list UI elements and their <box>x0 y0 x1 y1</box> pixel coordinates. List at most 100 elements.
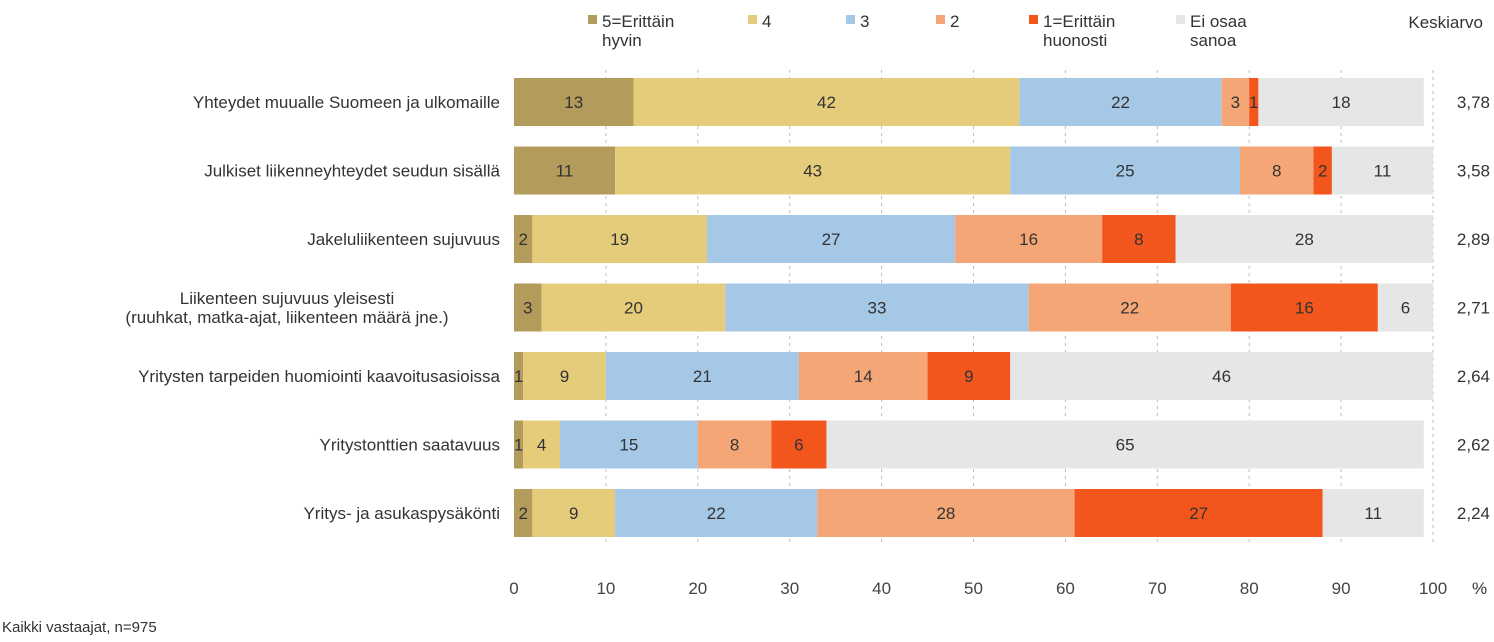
bar-segment <box>1258 78 1424 126</box>
bar-segment <box>725 283 1029 332</box>
category-label: Yritystonttien saatavuus <box>320 436 500 455</box>
data-label: 21 <box>693 367 712 386</box>
data-label: 2 <box>518 230 527 249</box>
data-label: 16 <box>1295 299 1314 318</box>
legend-swatch <box>588 15 597 24</box>
data-label: 27 <box>1189 504 1208 523</box>
bar-segment <box>1322 489 1424 537</box>
data-label: 11 <box>556 162 574 181</box>
data-label: 22 <box>1111 93 1130 112</box>
bar-segment <box>1010 352 1433 400</box>
data-label: 33 <box>868 299 887 318</box>
footnote: Kaikki vastaajat, n=975 <box>2 619 157 636</box>
bar-segment <box>514 283 542 332</box>
bar-segment <box>706 215 956 263</box>
bar-segment <box>514 146 616 195</box>
category-label: Liikenteen sujuvuus yleisesti (ruuhkat, m… <box>125 289 448 327</box>
average-value: 2,71 <box>1457 299 1490 318</box>
data-label: 25 <box>1116 162 1135 181</box>
bar-segment <box>697 420 772 469</box>
bar-segment <box>605 352 799 400</box>
data-label: 43 <box>803 162 822 181</box>
data-label: 18 <box>1332 93 1351 112</box>
data-label: 3 <box>1231 93 1240 112</box>
bar-segment <box>514 78 634 126</box>
data-label: 46 <box>1212 367 1231 386</box>
average-value: 2,89 <box>1457 230 1490 249</box>
data-label: 8 <box>1134 230 1143 249</box>
data-label: 11 <box>1364 504 1382 523</box>
x-tick-label: 0 <box>509 579 518 598</box>
bar-segment <box>615 489 818 537</box>
x-tick-label: 10 <box>596 579 615 598</box>
category-label: Yritys- ja asukaspysäkönti <box>303 504 500 523</box>
bar-segment <box>798 352 928 400</box>
data-label: 16 <box>1019 230 1038 249</box>
averages-header: Keskiarvo <box>1408 13 1483 32</box>
legend-label: 3 <box>860 12 869 31</box>
bar-segment <box>1019 78 1222 126</box>
x-tick-label: 40 <box>872 579 891 598</box>
data-label: 11 <box>1374 162 1392 181</box>
bar-segment <box>514 489 533 537</box>
data-label: 1 <box>514 367 523 386</box>
data-label: 65 <box>1116 436 1135 455</box>
legend: 5=Erittäin hyvin 4 3 2 1=Erittäin huonosti Ei o… <box>588 12 1247 50</box>
average-value: 3,58 <box>1457 162 1490 181</box>
data-label: 1 <box>514 436 523 455</box>
legend-swatch <box>1029 15 1038 24</box>
x-tick-label: 20 <box>688 579 707 598</box>
legend-swatch <box>1176 15 1185 24</box>
data-label: 27 <box>822 230 841 249</box>
bar-segment <box>1377 283 1433 332</box>
bar-segment <box>514 215 533 263</box>
average-value: 2,24 <box>1457 504 1490 523</box>
data-label: 4 <box>537 436 546 455</box>
label-layer: 0 10 20 30 40 50 60 70 80 90 100 Yhteydet muualle S… <box>125 93 1490 598</box>
bar-segment <box>532 215 707 263</box>
legend-label: 1=Erittäin huonosti <box>1043 12 1115 50</box>
x-axis-unit: % <box>1472 579 1487 598</box>
x-tick-label: 50 <box>964 579 983 598</box>
legend-label: 5=Erittäin hyvin <box>602 12 674 50</box>
bar-segment <box>1230 283 1378 332</box>
bar-segment <box>1221 78 1250 126</box>
bar-segment <box>1102 215 1176 263</box>
bar-segment <box>523 420 560 469</box>
average-value: 3,78 <box>1457 93 1490 112</box>
category-label: Jakeluliikenteen sujuvuus <box>307 230 500 249</box>
data-label: 20 <box>624 299 643 318</box>
average-value: 2,62 <box>1457 436 1490 455</box>
data-label: 13 <box>564 93 583 112</box>
bar-segment <box>1074 489 1323 537</box>
bar-segment <box>1240 146 1314 195</box>
x-tick-label: 70 <box>1148 579 1167 598</box>
bar-segment <box>1028 283 1231 332</box>
bar-segment <box>559 420 698 469</box>
data-label: 8 <box>1272 162 1281 181</box>
bar-segment <box>955 215 1103 263</box>
data-label: 6 <box>1401 299 1410 318</box>
data-label: 8 <box>730 436 739 455</box>
category-label: Julkiset liikenneyhteydet seudun sisällä <box>204 162 500 181</box>
bar-segment <box>1010 146 1241 195</box>
bar-segment <box>1249 78 1259 126</box>
data-label: 9 <box>964 367 973 386</box>
legend-label: Ei osaa sanoa <box>1190 12 1247 50</box>
x-tick-label: 80 <box>1240 579 1259 598</box>
x-tick-label: 30 <box>780 579 799 598</box>
bar-segment <box>1331 146 1433 195</box>
legend-label: 4 <box>762 12 771 31</box>
legend-swatch <box>846 15 855 24</box>
data-label: 1 <box>1249 93 1258 112</box>
category-label: Yhteydet muualle Suomeen ja ulkomaille <box>193 93 500 112</box>
data-label: 28 <box>936 504 955 523</box>
bar-layer <box>514 78 1433 537</box>
bar-segment <box>826 420 1424 469</box>
data-label: 2 <box>518 504 527 523</box>
legend-label: 2 <box>950 12 959 31</box>
data-label: 2 <box>1318 162 1327 181</box>
bar-segment <box>1175 215 1433 263</box>
